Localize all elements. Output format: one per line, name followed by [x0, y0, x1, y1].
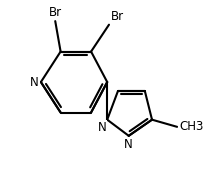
Text: Br: Br — [111, 10, 124, 23]
Text: CH3: CH3 — [179, 120, 203, 133]
Text: N: N — [30, 76, 39, 88]
Text: Br: Br — [49, 6, 62, 19]
Text: N: N — [98, 120, 106, 134]
Text: N: N — [124, 138, 133, 151]
